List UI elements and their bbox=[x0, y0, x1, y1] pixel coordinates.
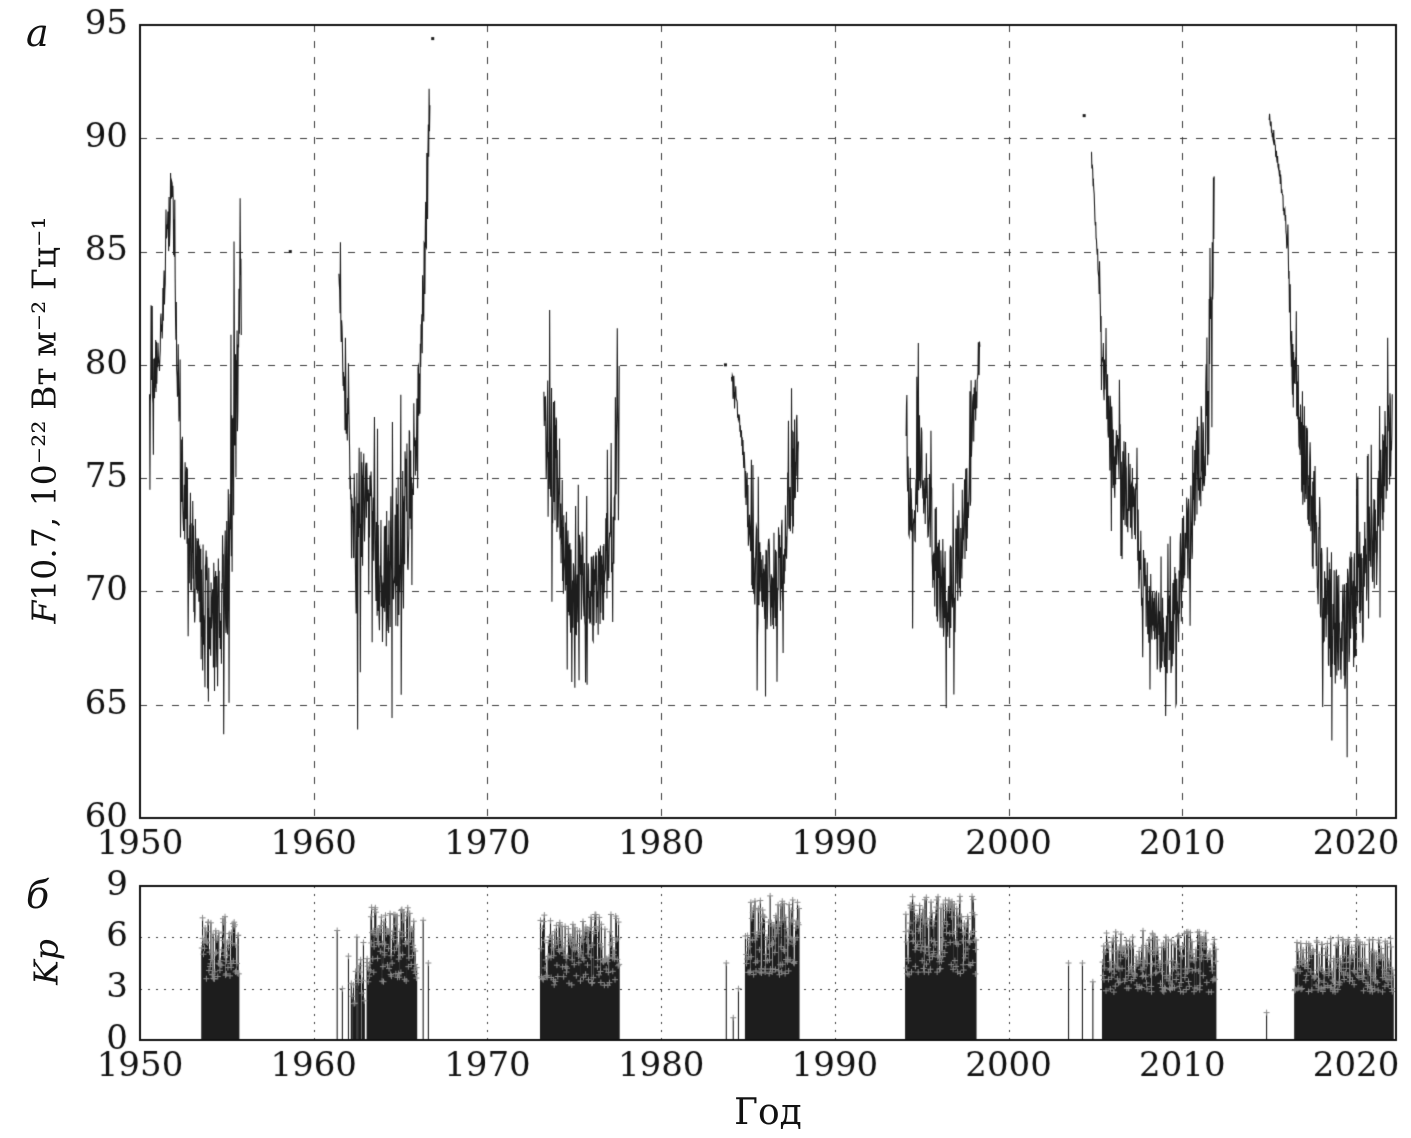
panel-b-label: б bbox=[26, 873, 50, 917]
y-axis-label-f107-italic: F bbox=[24, 600, 64, 624]
y-axis-label-f107-rest: 10.7, 10⁻²² Вт м⁻² Гц⁻¹ bbox=[24, 216, 64, 601]
y-axis-label-f107: F10.7, 10⁻²² Вт м⁻² Гц⁻¹ bbox=[25, 216, 64, 623]
x-axis-label: Год bbox=[734, 1092, 802, 1133]
y-axis-label-kp: Kp bbox=[26, 939, 66, 985]
panel-a-label: a bbox=[26, 11, 49, 55]
